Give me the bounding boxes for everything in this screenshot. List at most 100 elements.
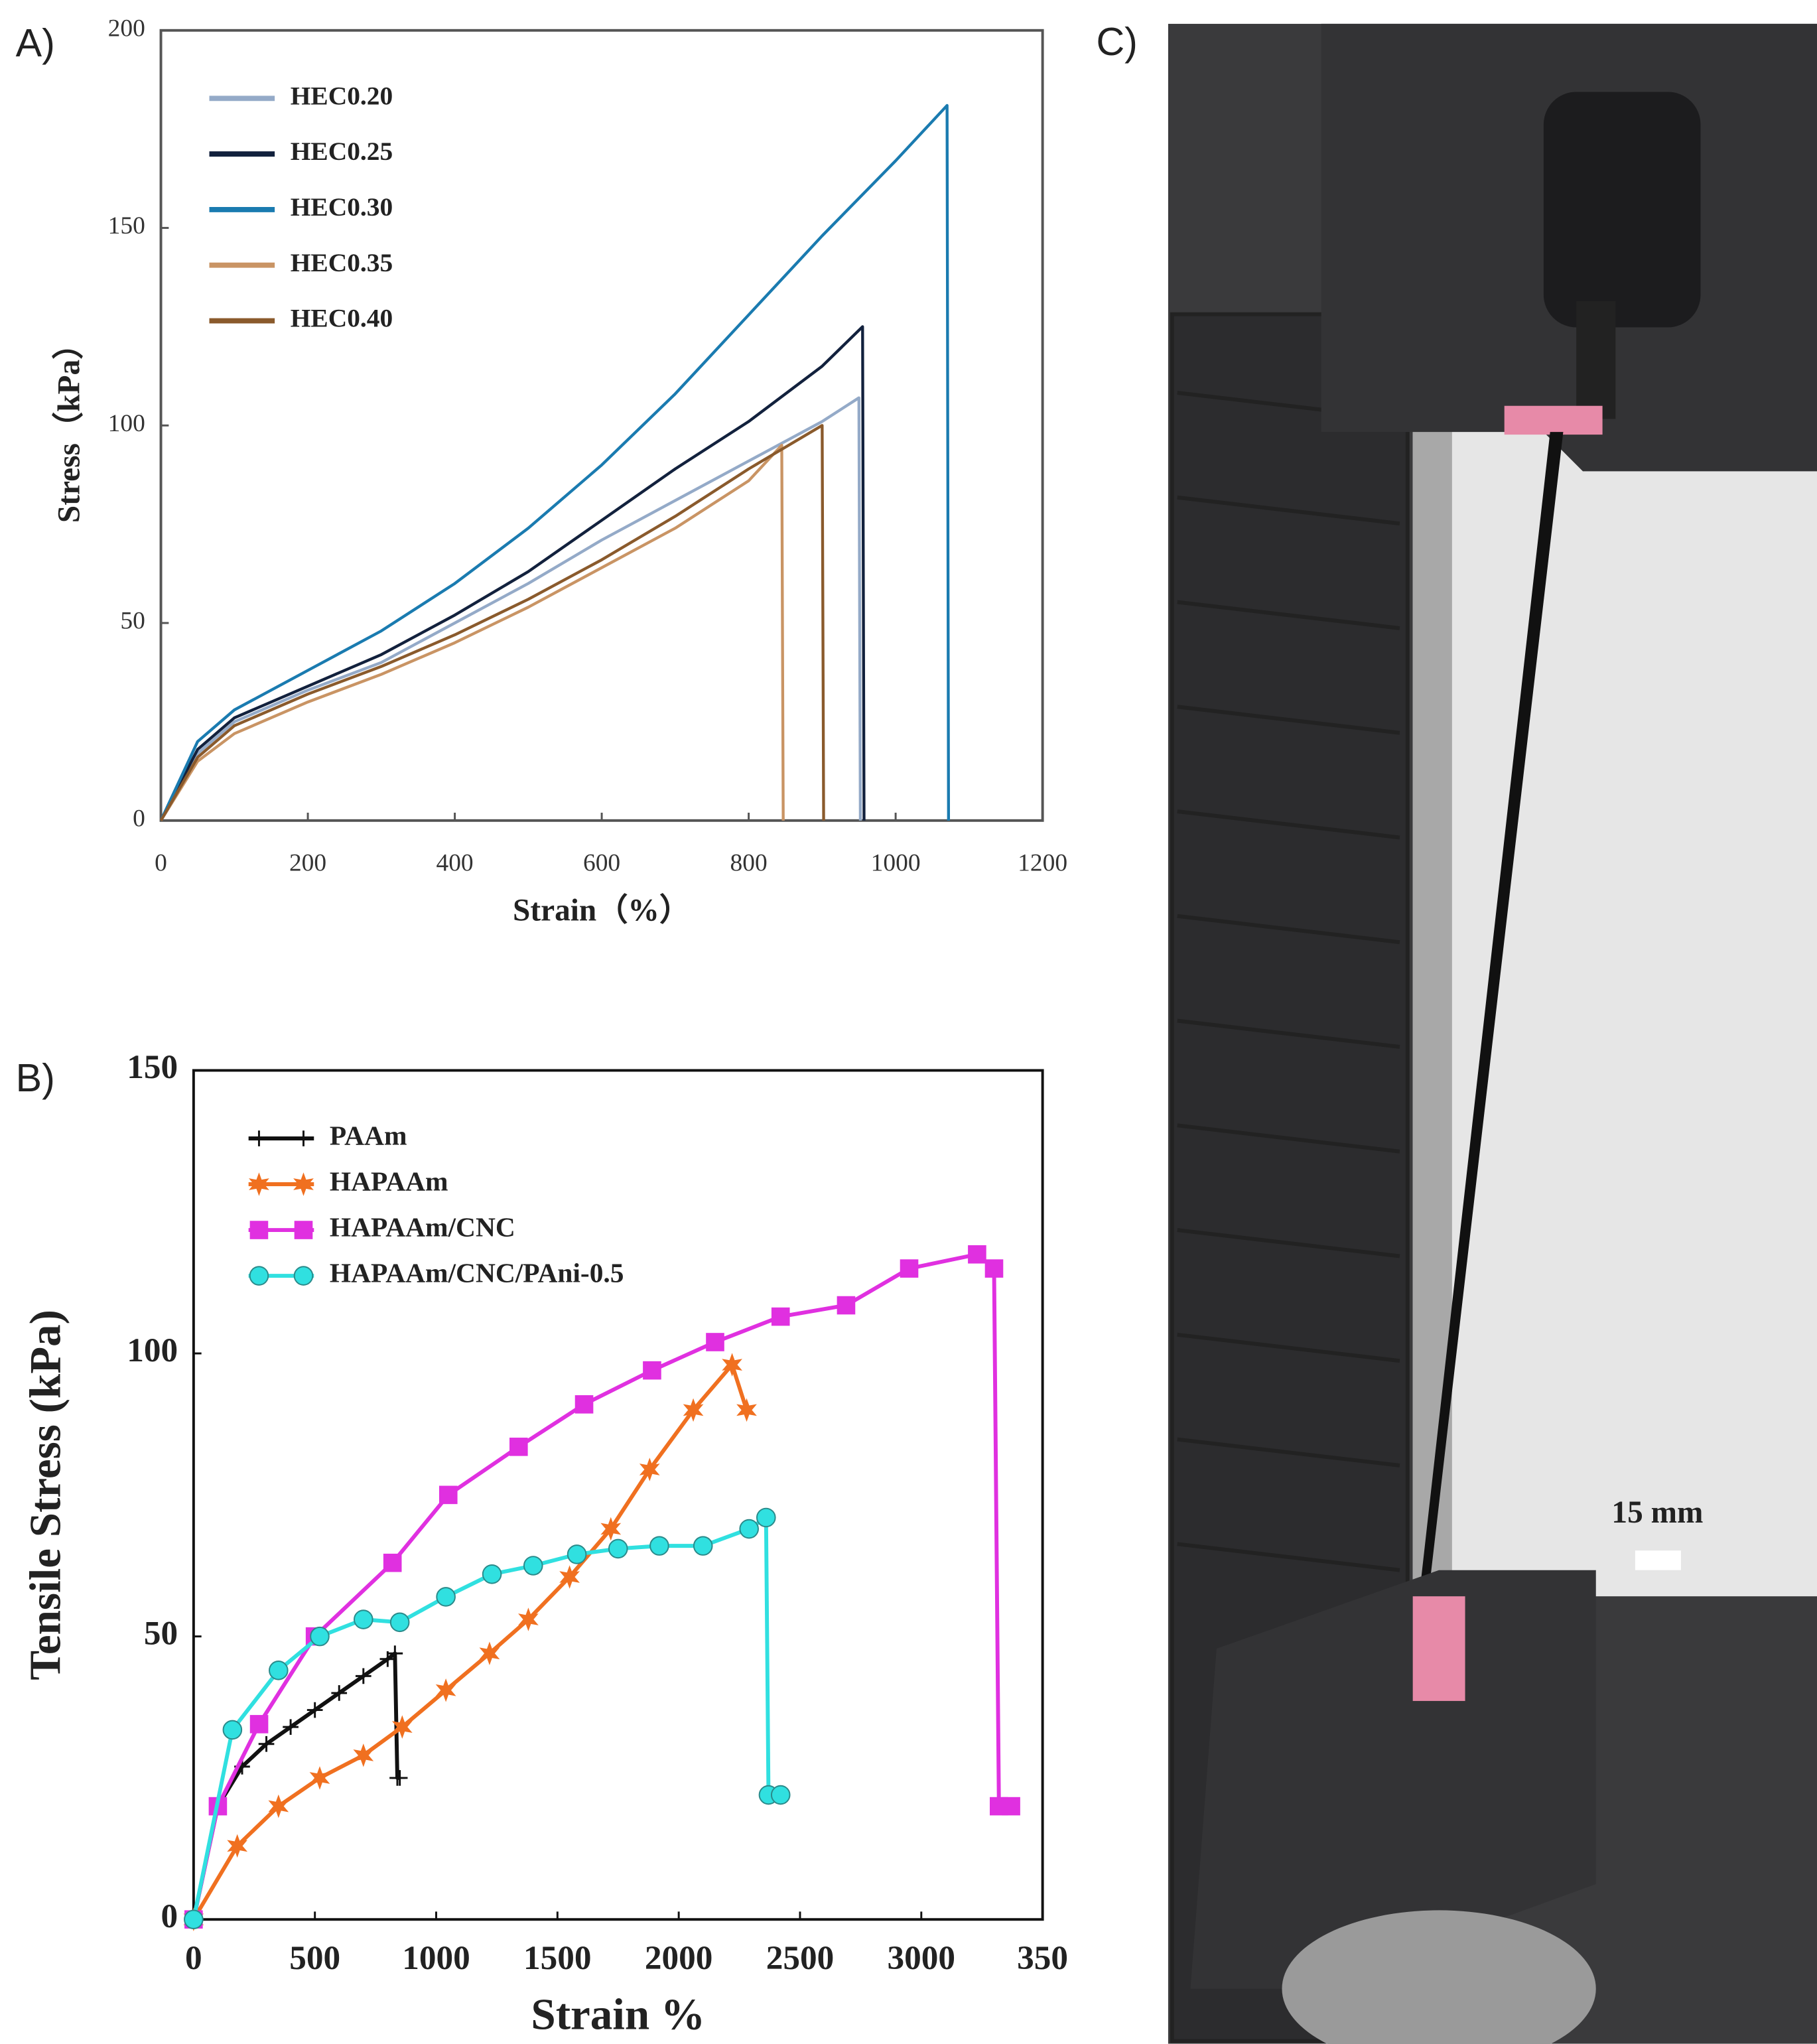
marker xyxy=(600,1517,622,1541)
marker xyxy=(258,1736,275,1752)
series-line xyxy=(159,103,951,821)
y-tick-label: 100 xyxy=(108,410,145,437)
marker xyxy=(435,1678,456,1702)
marker xyxy=(1002,1797,1020,1816)
marker xyxy=(693,1536,713,1556)
lower-tab xyxy=(1412,1596,1465,1701)
marker xyxy=(353,1743,374,1767)
scale-label: 15 mm xyxy=(1611,1495,1703,1530)
panel-label: C) xyxy=(1096,19,1137,64)
marker xyxy=(389,1612,410,1633)
y-tick-label: 50 xyxy=(120,608,145,635)
sample-tab xyxy=(1504,405,1603,435)
marker xyxy=(438,1485,458,1505)
x-axis-label: Strain % xyxy=(531,1989,705,2039)
marker xyxy=(249,1266,269,1286)
plot-frame xyxy=(192,1069,1044,1921)
marker xyxy=(383,1553,402,1572)
series-line xyxy=(159,424,825,821)
wall xyxy=(1412,419,1817,1597)
marker xyxy=(523,1556,543,1576)
x-tick-label: 2000 xyxy=(645,1939,712,1977)
marker xyxy=(306,1702,323,1718)
legend-label: PAAm xyxy=(330,1121,407,1151)
marker xyxy=(269,1661,289,1680)
sample-strip xyxy=(1420,432,1564,1584)
marker xyxy=(968,1245,986,1264)
panel-label: B) xyxy=(16,1056,55,1100)
legend-label: HEC0.40 xyxy=(291,304,393,333)
x-tick-label: 200 xyxy=(289,849,326,876)
marker xyxy=(722,1353,742,1377)
lower-grip xyxy=(1190,1570,1596,1989)
marker xyxy=(509,1438,528,1456)
marker xyxy=(837,1296,856,1315)
upper-clamp xyxy=(1576,301,1616,419)
series-line xyxy=(192,1363,749,1921)
marker xyxy=(249,1715,269,1734)
legend-label: HAPAAm/CNC/PAni-0.5 xyxy=(330,1258,624,1288)
x-tick-label: 1000 xyxy=(871,849,921,876)
x-tick-label: 600 xyxy=(583,849,620,876)
marker xyxy=(251,1130,267,1146)
marker xyxy=(391,1715,413,1739)
series-line xyxy=(191,1252,1012,1920)
marker xyxy=(559,1565,580,1589)
x-tick-label: 1500 xyxy=(523,1939,592,1977)
scale-bar xyxy=(1635,1550,1681,1570)
legend-label: HEC0.25 xyxy=(291,137,393,166)
y-axis-label: Stress（kPa） xyxy=(52,328,86,523)
marker xyxy=(649,1536,669,1556)
marker xyxy=(482,1564,502,1584)
x-tick-label: 1200 xyxy=(1018,849,1067,876)
marker xyxy=(387,1645,403,1662)
upper-grip-window xyxy=(1543,92,1701,328)
marker xyxy=(249,1172,269,1196)
x-tick-label: 2500 xyxy=(766,1939,835,1977)
series-line xyxy=(159,396,862,821)
marker xyxy=(639,1458,660,1481)
x-tick-label: 800 xyxy=(730,849,768,876)
x-tick-label: 350 xyxy=(1017,1939,1068,1977)
marker xyxy=(222,1720,243,1740)
legend-label: HEC0.35 xyxy=(291,248,393,277)
marker xyxy=(355,1668,371,1684)
y-tick-label: 150 xyxy=(127,1048,178,1086)
x-tick-label: 400 xyxy=(436,849,473,876)
marker xyxy=(756,1507,776,1528)
series-line xyxy=(159,443,785,821)
marker xyxy=(268,1794,289,1818)
marker xyxy=(295,1130,312,1146)
series-line xyxy=(191,1651,400,1920)
x-tick-label: 1000 xyxy=(402,1939,470,1977)
x-tick-label: 500 xyxy=(289,1939,340,1977)
marker xyxy=(293,1172,314,1196)
marker xyxy=(331,1685,348,1701)
x-tick-label: 0 xyxy=(185,1939,202,1977)
y-tick-label: 100 xyxy=(127,1331,178,1369)
marker xyxy=(771,1307,790,1326)
marker xyxy=(736,1398,757,1422)
marker xyxy=(984,1259,1004,1278)
marker xyxy=(293,1266,314,1286)
y-tick-label: 0 xyxy=(161,1897,178,1935)
marker xyxy=(739,1519,759,1539)
marker xyxy=(227,1834,248,1858)
x-tick-label: 0 xyxy=(155,849,167,876)
y-axis-label: Tensile Stress (kPa) xyxy=(20,1310,70,1680)
photo: 15 mm C) xyxy=(1096,19,1817,2044)
marker xyxy=(309,1766,330,1790)
marker xyxy=(574,1395,594,1414)
base-disc xyxy=(1282,1910,1596,2044)
marker xyxy=(354,1609,373,1629)
marker xyxy=(567,1544,587,1564)
marker xyxy=(706,1333,724,1351)
y-tick-label: 200 xyxy=(108,15,145,42)
chart: 0 500 1000 1500 2000 2500 3000 350050100150Stra… xyxy=(16,1048,1068,2039)
x-axis-label: Strain（%） xyxy=(513,894,691,928)
chart: 0 200 400 600 800 1000 1200 0 50 100 150 200 Strain（… xyxy=(16,15,1067,927)
marker xyxy=(479,1641,500,1665)
y-tick-label: 0 xyxy=(133,805,145,832)
marker xyxy=(643,1361,661,1380)
